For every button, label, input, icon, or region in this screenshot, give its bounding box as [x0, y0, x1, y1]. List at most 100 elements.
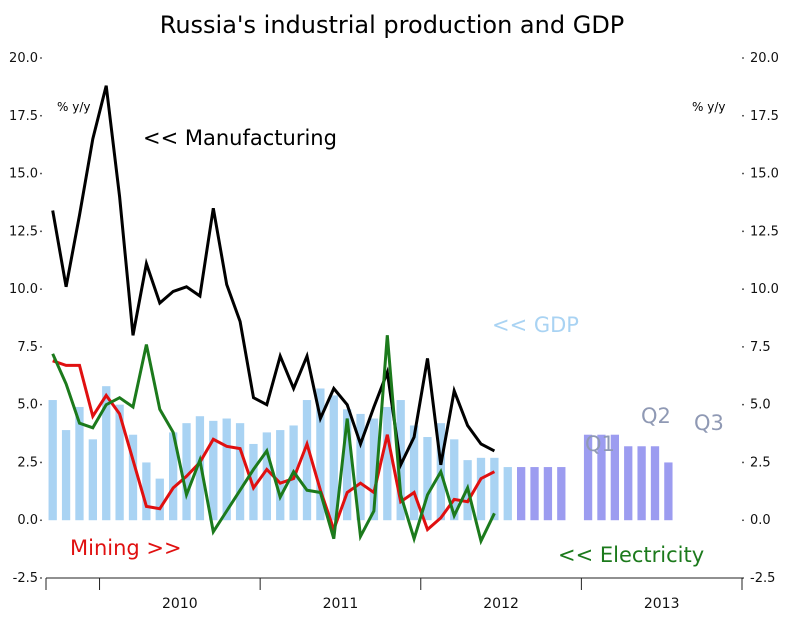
- gdp-bar-forecast: [557, 467, 566, 521]
- gdp-bar-actual: [48, 400, 57, 521]
- gdp-bar-forecast: [624, 446, 633, 521]
- y-tick-label-left: 7.5: [17, 340, 38, 355]
- gdp-bar-actual: [490, 457, 499, 521]
- gdp-bar-actual: [356, 413, 365, 521]
- gdp-bar-forecast: [650, 446, 660, 521]
- y-tick-label-left: 0.0: [17, 513, 38, 528]
- electricity-label: << Electricity: [558, 543, 704, 567]
- gdp-bar-actual: [155, 478, 164, 521]
- gdp-bar-actual: [222, 418, 231, 521]
- y-tick-mark-left: [40, 172, 42, 175]
- gdp-bar-actual: [409, 425, 419, 521]
- y-tick-label-right: 7.5: [750, 340, 771, 355]
- gdp-bar-actual: [503, 467, 512, 521]
- gdp-bar-forecast: [637, 446, 646, 521]
- y-tick-mark-left: [40, 288, 42, 291]
- y-tick-label-right: 10.0: [750, 282, 779, 297]
- y-tick-label-left: 12.5: [9, 224, 38, 239]
- gdp-bar-actual: [235, 423, 245, 521]
- q1-label: Q1: [585, 432, 615, 456]
- y-tick-label-left: -2.5: [13, 571, 38, 586]
- gdp-bar-actual: [329, 395, 338, 521]
- y-unit-left: % y/y: [57, 100, 90, 114]
- y-tick-mark-left: [40, 403, 42, 406]
- y-tick-mark-right: [742, 577, 744, 579]
- gdp-bar-actual: [343, 409, 352, 521]
- gdp-bar-actual: [450, 439, 459, 521]
- x-tick-label: 2010: [162, 596, 198, 612]
- y-tick-label-right: -2.5: [750, 571, 775, 586]
- gdp-bar-actual: [383, 406, 392, 521]
- gdp-bar-actual: [115, 404, 124, 521]
- y-tick-mark-left: [40, 461, 42, 464]
- manufacturing-label: << Manufacturing: [143, 126, 337, 150]
- gdp-bar-actual: [88, 439, 97, 521]
- y-tick-label-right: 5.0: [750, 398, 771, 413]
- electricity-line: [51, 335, 496, 546]
- y-tick-mark-right: [742, 230, 744, 233]
- y-tick-mark-left: [40, 519, 42, 522]
- y-tick-mark-right: [742, 345, 744, 348]
- gdp-bar-actual: [423, 437, 432, 521]
- gdp-bar-actual: [169, 432, 178, 521]
- y-tick-label-right: 2.5: [750, 455, 771, 470]
- y-axis-right: 20.0 17.5 15.0 12.5 10.0 7.5 5.0 2.5 0.0 -2.5: [742, 51, 779, 586]
- y-tick-mark-right: [742, 519, 744, 522]
- manufacturing-line: [51, 85, 496, 470]
- y-tick-label-right: 20.0: [750, 51, 779, 66]
- y-tick-mark-right: [742, 461, 744, 464]
- y-tick-label-right: 12.5: [750, 224, 779, 239]
- x-tick-label: 2011: [323, 596, 359, 612]
- gdp-bar-actual: [276, 430, 285, 521]
- y-tick-mark-left: [40, 57, 42, 59]
- gdp-bar-actual: [476, 457, 486, 521]
- y-tick-mark-left: [40, 114, 42, 117]
- gdp-bar-actual: [75, 406, 84, 521]
- gdp-bar-forecast: [664, 462, 673, 521]
- y-tick-label-right: 0.0: [750, 513, 771, 528]
- gdp-bars: [48, 386, 673, 521]
- y-tick-label-left: 17.5: [9, 109, 38, 124]
- y-tick-mark-right: [742, 114, 744, 117]
- y-tick-label-left: 2.5: [17, 455, 38, 470]
- x-axis: 2010 2011 2012 2013: [45, 577, 743, 612]
- gdp-bar-forecast: [543, 467, 553, 521]
- gdp-bar-actual: [102, 386, 111, 521]
- gdp-bar-actual: [142, 462, 151, 521]
- y-tick-mark-right: [742, 288, 744, 291]
- y-tick-label-left: 10.0: [9, 282, 38, 297]
- y-unit-right: % y/y: [692, 100, 725, 114]
- gdp-bar-actual: [316, 388, 325, 521]
- y-tick-mark-left: [40, 345, 42, 348]
- y-tick-mark-left: [40, 577, 42, 579]
- x-tick-label: 2013: [644, 596, 680, 612]
- y-tick-mark-right: [742, 403, 744, 406]
- gdp-bar-actual: [182, 423, 191, 521]
- q2-label: Q2: [641, 404, 671, 428]
- gdp-bar-forecast: [517, 467, 526, 521]
- q3-label: Q3: [694, 411, 724, 435]
- gdp-label: << GDP: [492, 313, 579, 337]
- industry-lines: [51, 85, 496, 546]
- y-tick-label-left: 5.0: [17, 398, 38, 413]
- y-tick-mark-right: [742, 172, 744, 175]
- y-tick-label-left: 15.0: [9, 167, 38, 182]
- gdp-bar-forecast: [583, 434, 593, 521]
- gdp-bar-forecast: [610, 434, 619, 521]
- x-tick-label: 2012: [483, 596, 519, 612]
- y-tick-mark-left: [40, 230, 42, 233]
- gdp-bar-forecast: [597, 434, 606, 521]
- y-tick-label-right: 17.5: [750, 109, 779, 124]
- gdp-bar-actual: [302, 400, 312, 521]
- gdp-bar-actual: [262, 432, 271, 521]
- y-tick-label-left: 20.0: [9, 51, 38, 66]
- gdp-bar-actual: [128, 434, 138, 521]
- y-axis-left: 20.0 17.5 15.0 12.5 10.0 7.5 5.0 2.5 0.0 -2.5: [9, 51, 42, 586]
- gdp-bar-actual: [249, 443, 258, 521]
- gdp-bar-actual: [61, 430, 71, 521]
- mining-label: Mining >>: [70, 536, 182, 560]
- y-tick-label-right: 15.0: [750, 167, 779, 182]
- chart-title: Russia's industrial production and GDP: [160, 11, 625, 39]
- gdp-bar-actual: [369, 418, 379, 521]
